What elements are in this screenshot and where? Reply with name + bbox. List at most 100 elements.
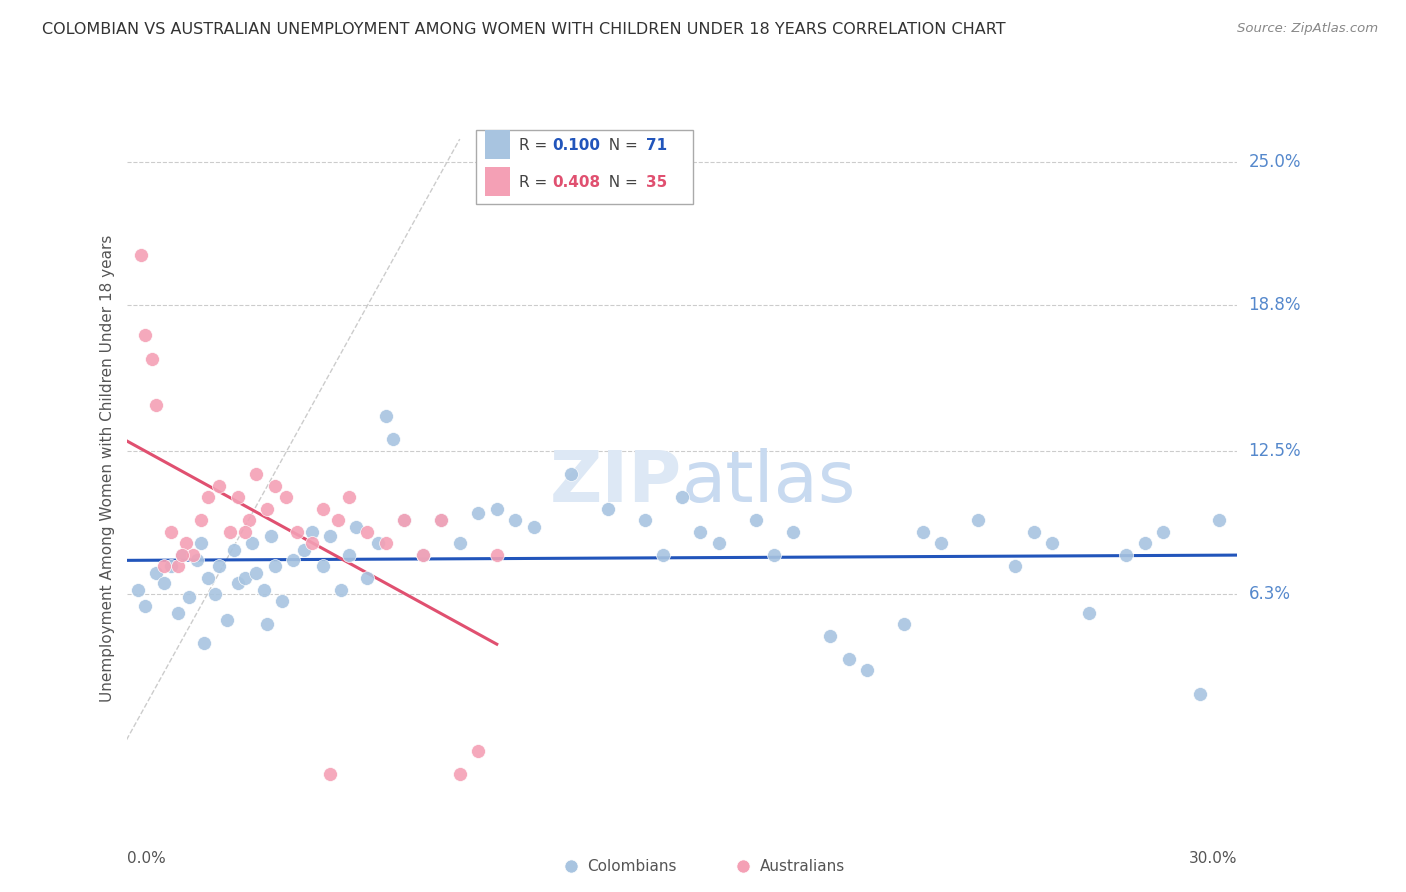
Text: 35: 35 bbox=[647, 175, 668, 190]
Point bbox=[134, 328, 156, 343]
Text: Colombians: Colombians bbox=[588, 859, 678, 874]
Point bbox=[131, 734, 153, 748]
Point bbox=[394, 513, 416, 527]
Point bbox=[467, 744, 489, 758]
Point bbox=[689, 524, 711, 539]
Point bbox=[190, 536, 212, 550]
Point bbox=[412, 548, 434, 562]
Text: COLOMBIAN VS AUSTRALIAN UNEMPLOYMENT AMONG WOMEN WITH CHILDREN UNDER 18 YEARS CO: COLOMBIAN VS AUSTRALIAN UNEMPLOYMENT AMO… bbox=[42, 22, 1005, 37]
Point bbox=[856, 664, 879, 678]
Point bbox=[838, 652, 860, 666]
Point bbox=[374, 536, 396, 550]
Point bbox=[233, 571, 256, 585]
Point bbox=[260, 529, 283, 543]
Point bbox=[596, 501, 619, 516]
Text: Source: ZipAtlas.com: Source: ZipAtlas.com bbox=[1237, 22, 1378, 36]
Point bbox=[208, 559, 231, 574]
Point bbox=[160, 524, 183, 539]
Point bbox=[1078, 606, 1101, 620]
Point bbox=[1152, 524, 1174, 539]
Point bbox=[1133, 536, 1156, 550]
Point bbox=[1189, 687, 1212, 701]
Point bbox=[430, 513, 453, 527]
Point bbox=[367, 536, 389, 550]
Point bbox=[245, 467, 267, 481]
Point bbox=[222, 543, 245, 558]
Text: atlas: atlas bbox=[682, 448, 856, 516]
FancyBboxPatch shape bbox=[485, 129, 510, 160]
Text: R =: R = bbox=[519, 175, 551, 190]
Point bbox=[312, 501, 335, 516]
Point bbox=[186, 552, 208, 566]
Point bbox=[911, 524, 934, 539]
Point bbox=[145, 398, 167, 412]
Point bbox=[449, 536, 471, 550]
Point bbox=[152, 559, 174, 574]
Point bbox=[929, 536, 952, 550]
Point bbox=[374, 409, 396, 424]
Point bbox=[707, 536, 730, 550]
Point bbox=[763, 548, 786, 562]
Text: 0.100: 0.100 bbox=[553, 137, 600, 153]
Point bbox=[312, 559, 335, 574]
Point bbox=[263, 559, 285, 574]
Point bbox=[523, 520, 546, 534]
Point bbox=[179, 590, 201, 604]
Point bbox=[292, 543, 315, 558]
Point bbox=[485, 548, 508, 562]
Point bbox=[233, 524, 256, 539]
Point bbox=[449, 767, 471, 781]
Point bbox=[131, 247, 153, 261]
Point bbox=[256, 617, 278, 632]
Point bbox=[215, 613, 238, 627]
Point bbox=[145, 566, 167, 581]
Y-axis label: Unemployment Among Women with Children Under 18 years: Unemployment Among Women with Children U… bbox=[100, 235, 115, 702]
Point bbox=[412, 548, 434, 562]
Point bbox=[226, 575, 249, 590]
Point bbox=[356, 524, 378, 539]
Point bbox=[141, 351, 163, 366]
Text: ZIP: ZIP bbox=[550, 448, 682, 516]
Point bbox=[382, 433, 405, 447]
Point bbox=[745, 513, 768, 527]
Point bbox=[263, 478, 285, 492]
Point bbox=[1208, 513, 1230, 527]
Text: 30.0%: 30.0% bbox=[1189, 851, 1237, 866]
Point bbox=[301, 536, 323, 550]
Point bbox=[967, 513, 990, 527]
Point bbox=[219, 524, 242, 539]
Point bbox=[134, 599, 156, 613]
Text: N =: N = bbox=[599, 175, 643, 190]
Point bbox=[271, 594, 294, 608]
Text: 18.8%: 18.8% bbox=[1249, 296, 1301, 314]
Point bbox=[1040, 536, 1063, 550]
Point bbox=[356, 571, 378, 585]
Text: N =: N = bbox=[599, 137, 643, 153]
Point bbox=[181, 548, 204, 562]
Point bbox=[319, 529, 342, 543]
Point bbox=[671, 490, 693, 504]
Point bbox=[167, 606, 190, 620]
Point bbox=[782, 524, 804, 539]
Text: Australians: Australians bbox=[759, 859, 845, 874]
Point bbox=[326, 513, 349, 527]
Point bbox=[238, 513, 260, 527]
Point bbox=[127, 582, 149, 597]
Point bbox=[167, 559, 190, 574]
Text: 6.3%: 6.3% bbox=[1249, 585, 1291, 603]
Point bbox=[301, 524, 323, 539]
Point bbox=[242, 536, 264, 550]
Point bbox=[467, 507, 489, 521]
Point bbox=[274, 490, 297, 504]
Point bbox=[160, 559, 183, 574]
Point bbox=[893, 617, 915, 632]
Point bbox=[190, 513, 212, 527]
Point bbox=[204, 587, 226, 601]
Text: 12.5%: 12.5% bbox=[1249, 442, 1301, 460]
Text: 0.408: 0.408 bbox=[553, 175, 600, 190]
Point bbox=[503, 513, 526, 527]
Point bbox=[430, 513, 453, 527]
Point bbox=[818, 629, 841, 643]
Point bbox=[330, 582, 353, 597]
Point bbox=[172, 548, 194, 562]
